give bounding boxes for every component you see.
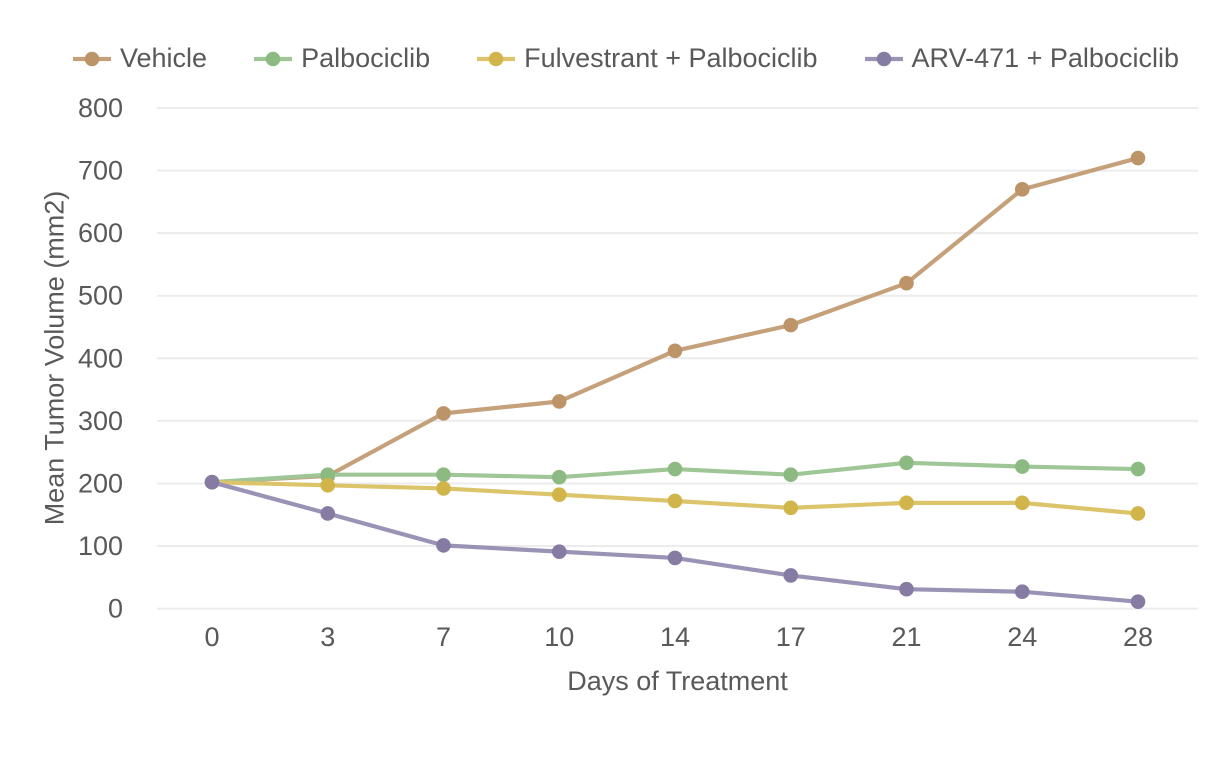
y-tick-label: 700	[78, 156, 123, 186]
data-point-vehicle	[436, 406, 451, 421]
data-point-fulvestrant-palbociclib	[899, 495, 914, 511]
data-point-vehicle	[667, 343, 683, 359]
data-point-palbociclib	[667, 461, 683, 477]
x-tick-label: 28	[1123, 622, 1153, 652]
legend-dot-swatch	[488, 51, 504, 66]
data-point-vehicle	[551, 394, 567, 409]
y-tick-label: 0	[108, 594, 123, 624]
legend-dot-swatch	[265, 51, 281, 66]
legend-label: Vehicle	[120, 43, 208, 73]
legend-label: Fulvestrant + Palbociclib	[524, 43, 818, 73]
y-tick-label: 800	[78, 93, 123, 123]
data-point-fulvestrant-palbociclib	[783, 500, 799, 516]
data-point-fulvestrant-palbociclib	[1130, 506, 1146, 521]
legend-label: Palbociclib	[301, 43, 431, 73]
x-tick-label: 7	[436, 622, 451, 652]
x-tick-label: 3	[320, 622, 335, 652]
y-axis-title: Mean Tumor Volume (mm2)	[39, 190, 70, 526]
legend-item-fulvestrant-palbociclib: Fulvestrant + Palbociclib	[477, 43, 818, 73]
legend-item-vehicle: Vehicle	[73, 45, 207, 72]
data-point-palbociclib	[1014, 459, 1030, 474]
x-tick-label: 0	[204, 622, 219, 652]
series-line-vehicle	[209, 155, 1141, 485]
legend-label: ARV-471 + Palbociclib	[911, 43, 1179, 73]
legend-item-palbociclib: Palbociclib	[254, 45, 430, 72]
data-point-vehicle	[1014, 182, 1030, 197]
data-point-arv-471-palbociclib	[551, 544, 567, 559]
x-tick-label: 10	[544, 622, 574, 652]
data-point-vehicle	[1130, 150, 1146, 166]
y-tick-label: 600	[78, 218, 123, 248]
legend-dot-swatch	[84, 51, 100, 66]
legend-marker-icon	[73, 51, 111, 66]
legend-marker-icon	[864, 51, 903, 66]
legend-item-arv-471-palbociclib: ARV-471 + Palbociclib	[864, 43, 1179, 73]
data-point-vehicle	[783, 317, 799, 333]
legend-dot-swatch	[876, 51, 891, 66]
data-point-vehicle	[899, 275, 914, 291]
x-tick-label: 14	[660, 622, 690, 652]
data-point-arv-471-palbociclib	[1130, 594, 1146, 610]
data-point-fulvestrant-palbociclib	[320, 478, 336, 493]
legend-marker-icon	[254, 51, 293, 66]
data-point-arv-471-palbociclib	[783, 568, 799, 583]
data-point-arv-471-palbociclib	[204, 474, 220, 490]
y-tick-label: 200	[78, 468, 123, 498]
x-tick-label: 21	[891, 622, 921, 652]
data-point-fulvestrant-palbociclib	[436, 481, 451, 496]
data-point-palbociclib	[783, 467, 799, 482]
data-point-palbociclib	[436, 467, 451, 482]
y-tick-label: 300	[78, 406, 123, 436]
y-tick-label: 500	[78, 281, 123, 311]
x-tick-label: 17	[776, 622, 806, 652]
data-point-arv-471-palbociclib	[667, 550, 683, 566]
data-point-arv-471-palbociclib	[1014, 584, 1030, 600]
data-point-arv-471-palbociclib	[320, 506, 336, 521]
legend-marker-icon	[477, 51, 516, 66]
x-tick-label: 24	[1007, 622, 1037, 652]
data-point-palbociclib	[899, 455, 914, 471]
y-tick-label: 100	[78, 531, 123, 561]
data-point-fulvestrant-palbociclib	[667, 493, 683, 509]
data-point-fulvestrant-palbociclib	[1014, 495, 1030, 511]
y-tick-label: 400	[78, 343, 123, 373]
data-point-palbociclib	[1130, 461, 1146, 477]
legend: Vehicle Palbociclib Fulvestrant + Palbocic…	[73, 45, 1179, 72]
data-point-palbociclib	[551, 469, 567, 485]
x-axis-title: Days of Treatment	[567, 666, 788, 696]
data-point-palbociclib	[320, 467, 336, 482]
data-point-arv-471-palbociclib	[899, 581, 914, 597]
data-point-fulvestrant-palbociclib	[551, 487, 567, 503]
data-point-arv-471-palbociclib	[436, 538, 451, 553]
